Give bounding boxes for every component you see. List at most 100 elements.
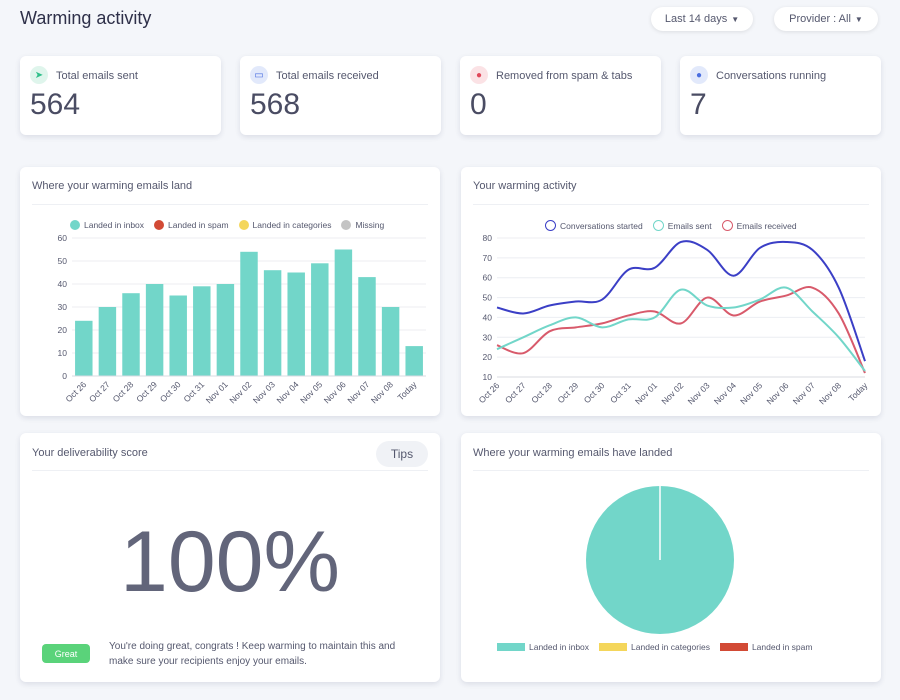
divider	[32, 470, 428, 471]
legend-item[interactable]: Landed in categories	[238, 220, 332, 230]
line-chart-legend: Conversations started Emails sent Emails r…	[545, 220, 797, 231]
x-tick-label: Today	[846, 380, 870, 404]
date-range-dropdown[interactable]: Last 14 days ▼	[651, 7, 753, 31]
score-message: You're doing great, congrats ! Keep warm…	[109, 641, 396, 667]
legend-item[interactable]: Conversations started	[545, 220, 643, 231]
bar	[122, 293, 140, 376]
stat-card: ▭ Total emails received 568	[240, 56, 441, 135]
chevron-down-icon: ▼	[731, 14, 740, 24]
series-line	[496, 286, 866, 372]
bar	[75, 320, 93, 376]
divider	[473, 204, 869, 205]
stat-label: Conversations running	[716, 70, 827, 82]
legend-item[interactable]: Missing	[341, 220, 384, 230]
legend-item[interactable]: Landed in inbox	[497, 642, 589, 652]
bar	[287, 272, 305, 376]
bar	[263, 270, 282, 376]
y-tick-label: 50	[58, 256, 68, 266]
series-line	[496, 240, 866, 362]
provider-dropdown[interactable]: Provider : All ▼	[774, 7, 878, 31]
x-tick-label: Nov 02	[227, 379, 253, 405]
stat-value: 568	[250, 88, 301, 121]
page-title: Warming activity	[20, 8, 152, 28]
land-chart-title: Where your warming emails land	[32, 180, 193, 192]
x-tick-label: Nov 07	[791, 380, 817, 406]
bar	[381, 307, 400, 376]
deliverability-card: Your deliverability score Tips 100% Grea…	[20, 433, 440, 682]
x-tick-label: Oct 29	[134, 379, 159, 404]
legend-item[interactable]: Landed in spam	[154, 220, 229, 230]
legend-swatch	[341, 220, 352, 230]
stat-card: ● Removed from spam & tabs 0	[460, 56, 661, 135]
y-tick-label: 70	[483, 253, 493, 263]
y-tick-label: 60	[483, 273, 493, 283]
bar	[169, 295, 187, 376]
legend-swatch	[154, 220, 165, 230]
bar	[405, 346, 423, 376]
legend-label: Landed in inbox	[84, 220, 145, 230]
legend-item[interactable]: Emails received	[721, 220, 797, 231]
divider	[473, 470, 869, 471]
x-tick-label: Nov 07	[345, 379, 371, 405]
legend-label: Landed in inbox	[529, 642, 590, 652]
x-tick-label: Oct 31	[608, 380, 633, 405]
y-tick-label: 30	[58, 302, 68, 312]
status-badge: Great	[42, 644, 90, 663]
pie-chart	[586, 486, 734, 634]
stat-value: 7	[690, 88, 707, 121]
legend-label: Emails received	[736, 220, 797, 231]
line-chart: 10 20 30 40 50 60 70 80 Oct 26 Oct 27 Oct 28 Oct 29…	[477, 233, 870, 406]
y-tick-label: 80	[483, 233, 493, 243]
legend-item[interactable]: Landed in categories	[599, 642, 710, 652]
stat-value: 564	[30, 88, 81, 121]
provider-label: Provider : All	[789, 13, 851, 25]
x-tick-label: Oct 26	[477, 380, 502, 405]
legend-swatch	[545, 220, 556, 231]
land-chart-card: Where your warming emails land Landed in…	[20, 167, 440, 416]
chat-icon: ●	[690, 66, 708, 84]
x-tick-label: Oct 27	[503, 380, 528, 405]
stat-value: 0	[470, 88, 487, 121]
inbox-icon: ▭	[250, 66, 268, 84]
legend-label: Landed in spam	[751, 642, 813, 652]
y-tick-label: 10	[483, 372, 493, 382]
bar	[358, 277, 376, 376]
stat-card: ➤ Total emails sent 564	[20, 56, 221, 135]
x-tick-label: Nov 03	[686, 380, 712, 406]
x-tick-label: Nov 06	[322, 379, 348, 405]
y-tick-label: 20	[58, 325, 68, 335]
y-tick-label: 20	[483, 352, 493, 362]
bar-chart-legend: Landed in inbox Landed in spam Landed in c…	[70, 220, 384, 230]
legend-label: Missing	[355, 220, 385, 230]
pie-chart-title: Where your warming emails have landed	[473, 447, 673, 459]
x-tick-label: Oct 27	[87, 379, 112, 404]
x-tick-label: Nov 03	[251, 379, 277, 405]
y-tick-label: 50	[483, 293, 493, 303]
stat-label: Total emails sent	[56, 70, 138, 82]
chevron-down-icon: ▼	[854, 14, 863, 24]
x-tick-label: Oct 28	[111, 379, 136, 404]
tips-button[interactable]: Tips	[376, 441, 428, 467]
legend-item[interactable]: Landed in inbox	[70, 220, 144, 230]
x-tick-label: Nov 01	[633, 380, 659, 406]
legend-item[interactable]: Emails sent	[652, 220, 712, 231]
legend-label: Emails sent	[667, 220, 712, 231]
legend-item[interactable]: Landed in spam	[719, 642, 813, 652]
x-tick-label: Oct 29	[555, 380, 580, 405]
y-tick-label: 30	[483, 332, 493, 342]
x-tick-label: Oct 28	[529, 380, 554, 405]
legend-label: Landed in categories	[252, 220, 332, 230]
bar	[145, 284, 164, 376]
bar	[216, 284, 235, 376]
pie-chart-legend: Landed in inbox Landed in categories Lande…	[497, 642, 812, 652]
bar	[334, 249, 353, 376]
x-tick-label: Nov 05	[298, 379, 324, 405]
x-tick-label: Oct 30	[158, 379, 183, 404]
deliverability-score: 100%	[120, 514, 340, 610]
legend-swatch	[238, 220, 249, 230]
x-tick-label: Today	[396, 379, 420, 403]
legend-label: Landed in categories	[631, 642, 710, 652]
y-tick-label: 60	[58, 233, 68, 243]
x-tick-label: Nov 02	[659, 380, 685, 406]
